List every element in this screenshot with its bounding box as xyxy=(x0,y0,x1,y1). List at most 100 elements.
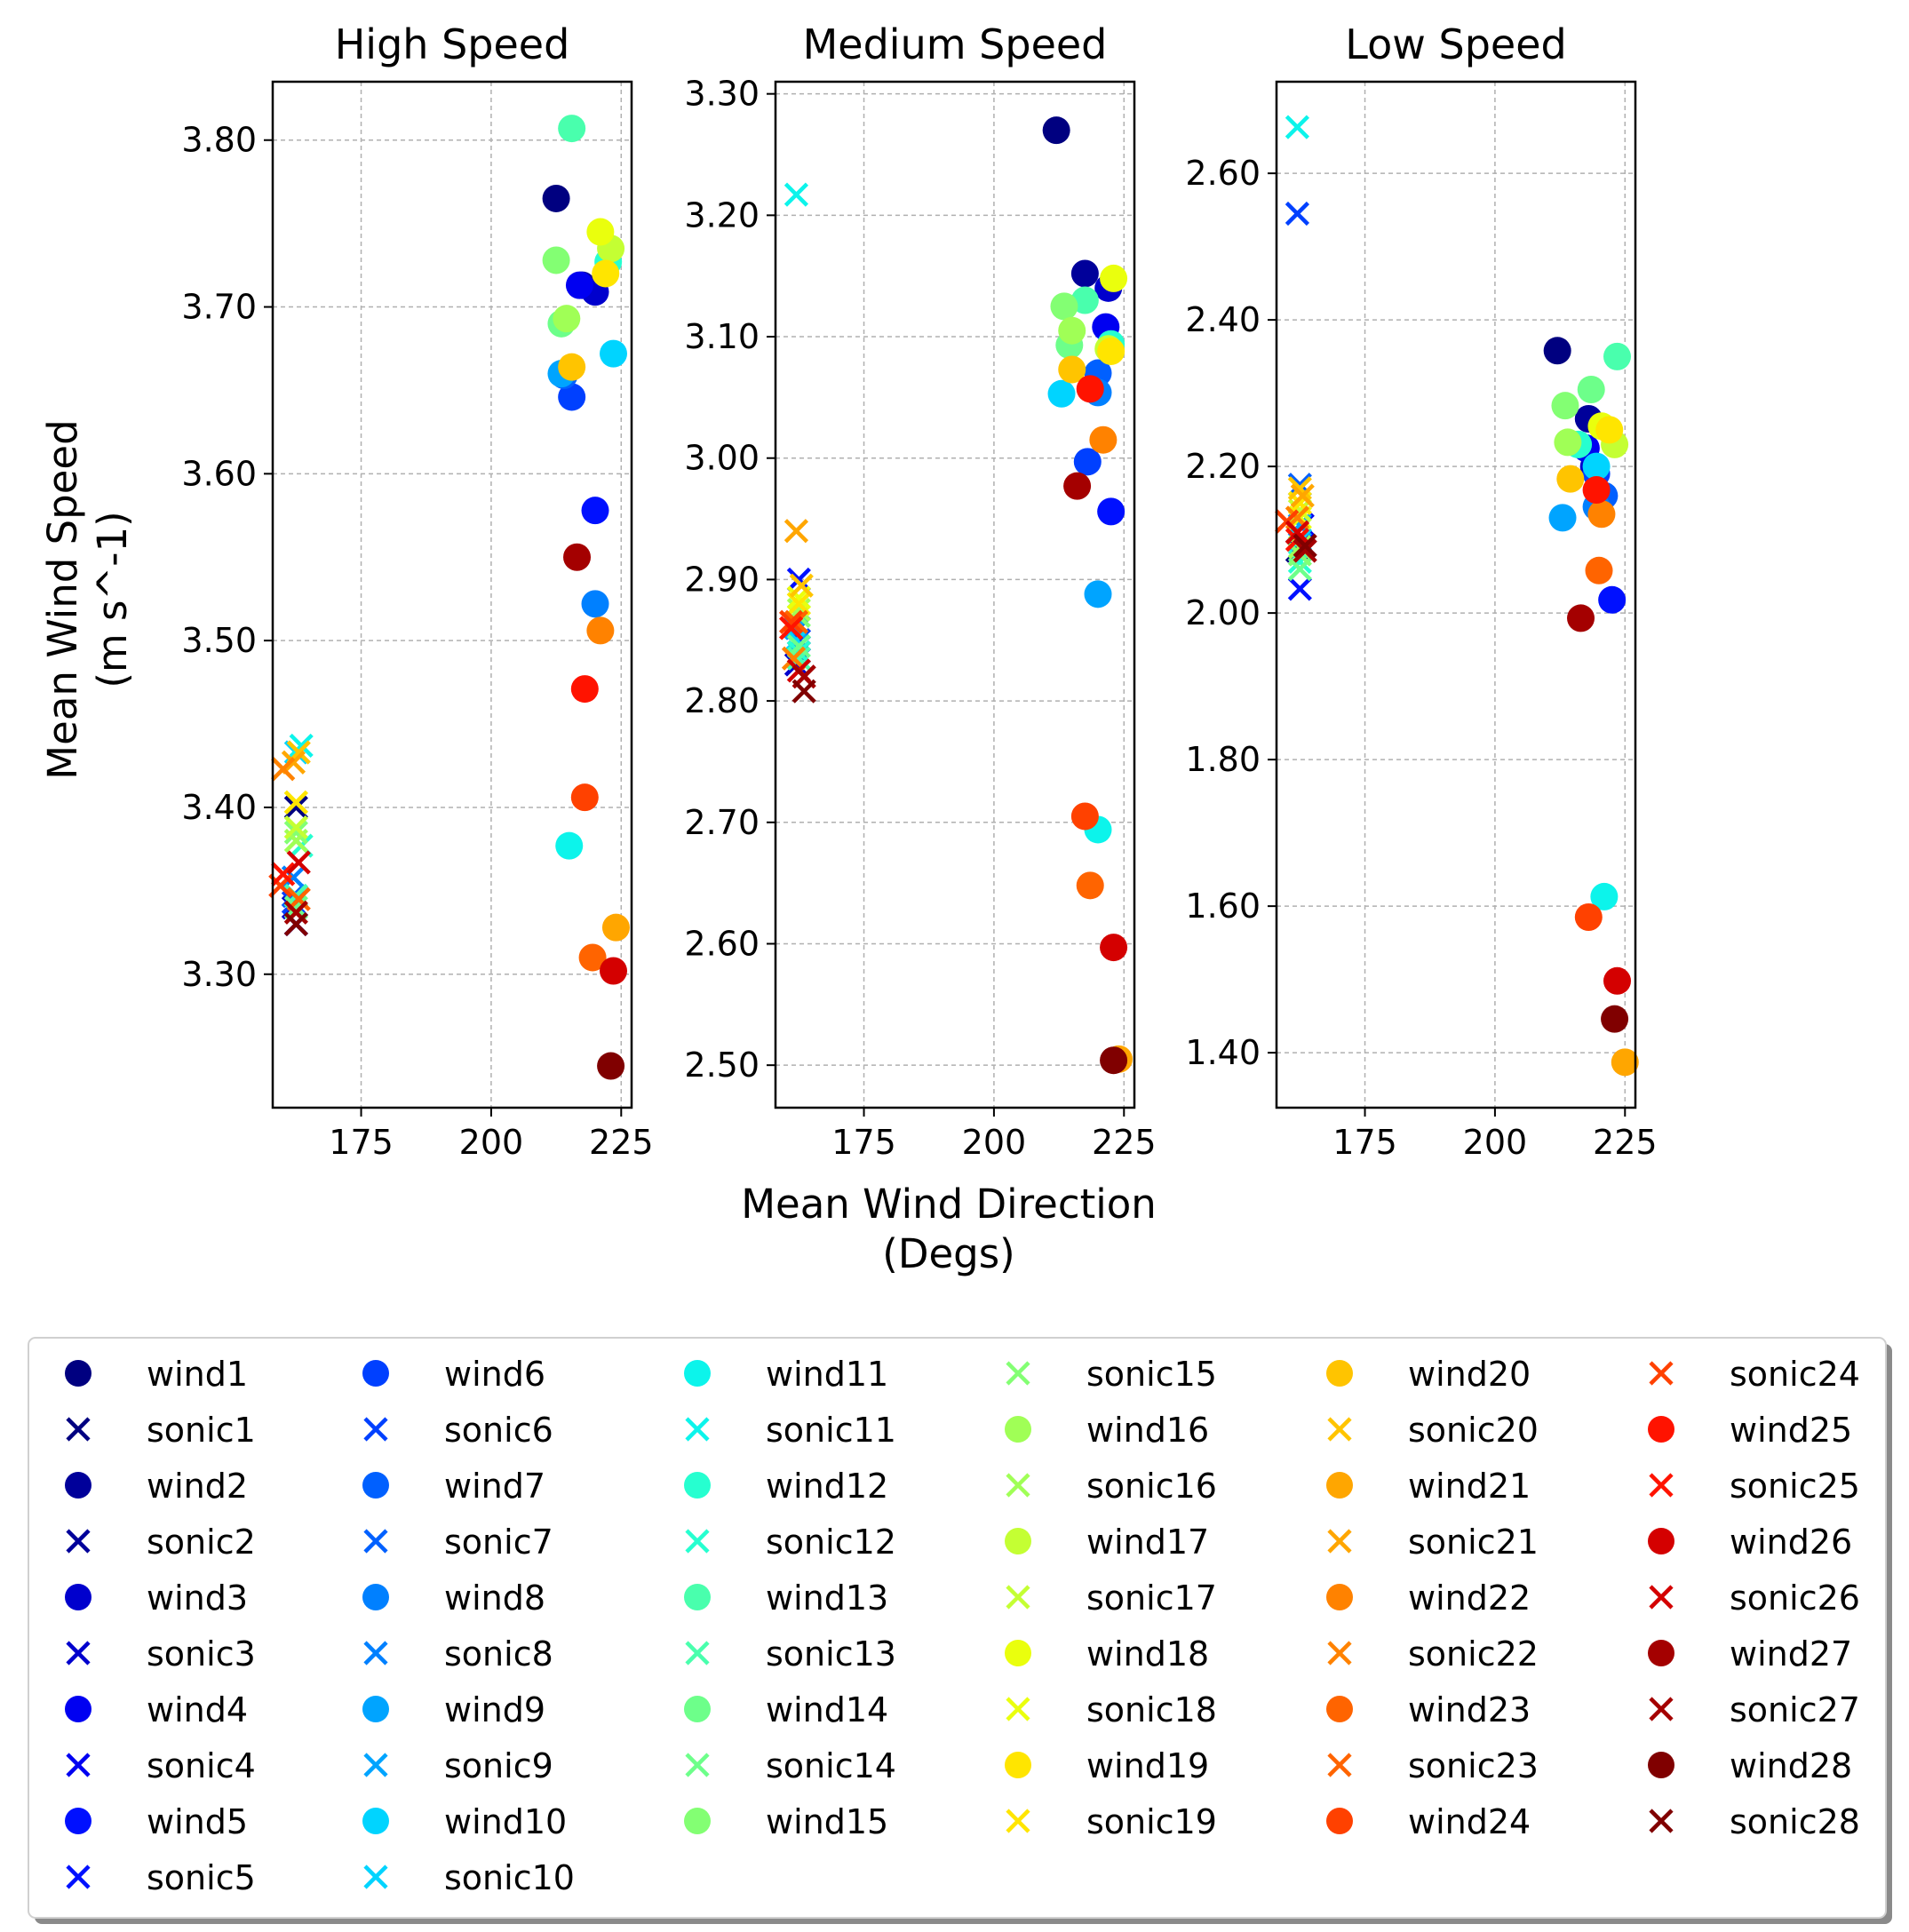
wind-point-28 xyxy=(1601,1005,1629,1033)
legend-marker xyxy=(363,1864,388,1889)
legend-item-wind8: wind8 xyxy=(362,1578,545,1618)
sonic-point-21 xyxy=(1290,483,1315,508)
legend-item-wind19: wind19 xyxy=(1005,1746,1209,1785)
wind-point-23 xyxy=(1076,871,1104,900)
sonic-point-22 xyxy=(781,646,807,671)
wind-point-23 xyxy=(1585,556,1613,584)
legend-marker xyxy=(1327,1529,1352,1554)
wind-point-21 xyxy=(601,913,630,942)
legend-label: sonic16 xyxy=(1086,1467,1217,1506)
legend-marker xyxy=(1327,1753,1352,1777)
y-tick-label: 2.60 xyxy=(684,924,760,963)
legend-marker xyxy=(1006,1585,1030,1610)
legend-item-wind23: wind23 xyxy=(1326,1690,1531,1729)
legend-item-wind21: wind21 xyxy=(1326,1467,1531,1506)
legend-item-wind14: wind14 xyxy=(684,1690,888,1729)
legend-marker xyxy=(684,1360,711,1387)
legend-marker xyxy=(1326,1360,1353,1387)
legend-marker xyxy=(363,1529,388,1554)
axes-frame xyxy=(774,80,1136,1109)
sonic-point-5 xyxy=(786,567,811,592)
legend-item-sonic21: sonic21 xyxy=(1327,1523,1539,1562)
legend-label: wind10 xyxy=(444,1802,567,1841)
wind-point-24 xyxy=(1070,802,1099,831)
legend-item-sonic2: sonic2 xyxy=(66,1523,256,1562)
legend-marker xyxy=(684,1808,711,1834)
legend-label: sonic5 xyxy=(147,1858,256,1897)
legend-marker xyxy=(66,1641,91,1666)
legend-item-sonic13: sonic13 xyxy=(685,1634,896,1674)
wind-point-13 xyxy=(1070,286,1099,314)
legend-item-sonic20: sonic20 xyxy=(1327,1411,1539,1450)
wind-point-5 xyxy=(1097,497,1126,526)
legend-label: sonic13 xyxy=(766,1634,896,1674)
legend-label: wind18 xyxy=(1086,1634,1209,1674)
legend-item-sonic7: sonic7 xyxy=(363,1523,553,1562)
gridlines xyxy=(273,82,632,1108)
legend-marker xyxy=(1648,1752,1674,1778)
wind-point-16 xyxy=(553,305,581,333)
data-points xyxy=(268,115,630,1080)
legend-marker xyxy=(362,1696,389,1722)
legend-item-sonic17: sonic17 xyxy=(1006,1578,1217,1618)
legend-label: wind14 xyxy=(766,1690,888,1729)
legend-marker xyxy=(1006,1361,1030,1386)
legend-label: wind11 xyxy=(766,1355,888,1394)
sonic-point-15 xyxy=(283,820,308,845)
legend-marker xyxy=(363,1417,388,1442)
legend-label: sonic17 xyxy=(1086,1578,1217,1618)
legend-label: sonic25 xyxy=(1730,1467,1860,1506)
legend-item-wind28: wind28 xyxy=(1648,1746,1852,1785)
wind-point-20 xyxy=(1556,465,1585,493)
legend-label: wind4 xyxy=(147,1690,248,1729)
panel-title: High Speed xyxy=(335,20,570,68)
scatter-panels: 175 200 225 3.30 3.40 3.50 3.60 3.70 3.80 High Sp… xyxy=(181,20,1657,1162)
wind-point-24 xyxy=(570,783,599,812)
wind-point-2 xyxy=(1070,259,1099,288)
legend-item-wind27: wind27 xyxy=(1648,1634,1852,1674)
legend-label: wind15 xyxy=(766,1802,888,1841)
sonic-point-11 xyxy=(1285,115,1310,139)
legend-marker xyxy=(1327,1417,1352,1442)
wind-point-19 xyxy=(1595,416,1624,444)
wind-point-28 xyxy=(597,1052,625,1080)
sonic-point-25 xyxy=(778,616,804,640)
legend-label: sonic24 xyxy=(1730,1355,1860,1394)
legend-label: wind2 xyxy=(147,1467,248,1506)
legend-marker xyxy=(65,1584,91,1610)
wind-point-22 xyxy=(1587,500,1616,529)
wind-point-23 xyxy=(578,943,607,972)
y-tick-label: 1.60 xyxy=(1185,886,1261,926)
sonic-point-11 xyxy=(783,182,809,207)
legend-label: sonic19 xyxy=(1086,1802,1217,1841)
legend-marker xyxy=(685,1529,710,1554)
legend-marker xyxy=(66,1864,91,1889)
axes-frame xyxy=(271,80,633,1109)
legend-marker xyxy=(1649,1361,1674,1386)
legend-label: wind17 xyxy=(1086,1523,1209,1562)
wind-point-16 xyxy=(1554,428,1582,457)
legend-label: sonic9 xyxy=(444,1746,553,1785)
wind-point-18 xyxy=(1100,264,1128,292)
legend-marker xyxy=(1649,1697,1674,1721)
legend-label: sonic15 xyxy=(1086,1355,1217,1394)
wind-point-1 xyxy=(1543,337,1571,365)
wind-point-13 xyxy=(558,115,586,143)
legend-label: wind26 xyxy=(1730,1523,1852,1562)
y-tick-label: 2.40 xyxy=(1185,300,1261,339)
wind-point-25 xyxy=(570,675,599,704)
y-tick-label: 3.30 xyxy=(181,955,257,994)
legend-label: sonic1 xyxy=(147,1411,256,1450)
sonic-point-27 xyxy=(1293,538,1317,563)
legend-label: sonic2 xyxy=(147,1523,256,1562)
legend-marker xyxy=(1005,1752,1031,1778)
wind-point-6 xyxy=(558,383,586,411)
legend-label: sonic7 xyxy=(444,1523,553,1562)
x-tick-label: 225 xyxy=(589,1123,654,1162)
wind-point-1 xyxy=(542,184,570,212)
wind-point-22 xyxy=(1089,425,1118,454)
sonic-point-11 xyxy=(289,733,314,759)
legend-item-wind9: wind9 xyxy=(362,1690,545,1729)
legend-item-wind3: wind3 xyxy=(65,1578,248,1618)
legend-item-wind1: wind1 xyxy=(65,1355,248,1394)
